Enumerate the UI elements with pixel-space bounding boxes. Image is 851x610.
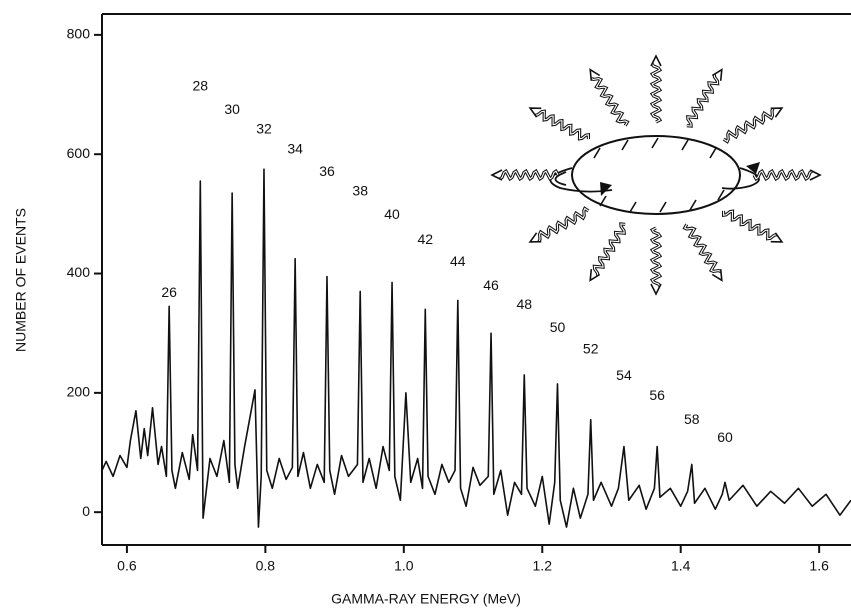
photon-arrowhead [490,169,503,181]
peak-label: 38 [352,182,368,198]
y-tick-label: 800 [67,26,91,42]
photon-wave-inner [538,207,589,242]
rotation-arrowhead [746,162,760,174]
peak-label: 34 [287,141,303,157]
peak-label: 28 [193,77,209,93]
x-tick-label: 1.4 [671,558,691,574]
peak-label: 46 [483,277,499,293]
photon-wave [682,223,722,274]
photon-wave-inner [753,170,813,180]
photon-wave-inner [723,108,774,143]
nucleus-hatching [593,137,725,213]
photon-arrowhead [589,269,601,282]
photon-arrowhead [650,283,662,296]
peak-label: 58 [684,411,700,427]
y-tick-label: 0 [82,503,90,519]
spectrum-line [101,168,851,528]
y-tick-label: 400 [67,264,91,280]
photon-wave [590,76,630,127]
peak-label: 60 [717,429,733,445]
x-axis-label: GAMMA-RAY ENERGY (MeV) [331,591,521,607]
photon-wave [537,206,590,243]
photon-arrowhead [711,269,723,282]
peak-label: 30 [224,101,240,117]
photon-wave-inner [723,210,777,240]
y-axis-label: NUMBER OF EVENTS [13,208,29,352]
peak-label: 32 [256,120,272,136]
peak-label: 48 [516,296,532,312]
photon-arrowhead [770,107,784,118]
photon-wave-inner [686,74,719,127]
photon-arrowhead [770,232,784,243]
peak-label: 54 [616,367,632,383]
peak-label: 44 [450,253,466,269]
photon-arrowhead [528,107,542,118]
photon-arrowhead [650,54,662,67]
x-tick-label: 1.6 [809,558,829,574]
photon-wave-inner [499,170,559,180]
photon-arrowhead [809,169,822,181]
photon-wave [722,107,775,144]
photon-wave-inner [590,77,629,126]
photon-arrowhead [528,232,542,243]
photon-wave-inner [683,224,722,273]
nucleus [571,135,741,215]
peak-label: 36 [319,163,335,179]
y-tick-label: 600 [67,145,91,161]
peak-label: 26 [161,284,177,300]
photon-arrowhead [711,68,723,81]
peak-label: 52 [583,341,599,357]
x-tick-label: 0.8 [256,558,276,574]
photon-arrowhead [589,68,601,81]
x-tick-label: 1.2 [533,558,553,574]
peak-label: 42 [417,231,433,247]
peak-label: 56 [649,387,665,403]
x-tick-label: 0.6 [117,558,137,574]
peak-label: 50 [550,319,566,335]
y-tick-label: 200 [67,384,91,400]
photon-wave-inner [535,110,589,140]
rotating-nucleus-illustration [490,54,822,296]
photon-wave-inner [593,223,626,276]
photon-wave-inner [651,227,661,287]
photon-wave-inner [651,63,661,123]
x-tick-label: 1.0 [394,558,414,574]
rotation-arrowhead [600,182,612,196]
peak-label: 40 [384,206,400,222]
